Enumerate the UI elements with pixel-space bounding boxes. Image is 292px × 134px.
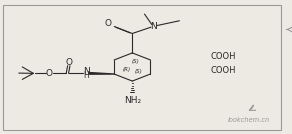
Text: lookchem.cn: lookchem.cn [227, 117, 270, 123]
Text: (S): (S) [132, 59, 140, 64]
Text: NH₂: NH₂ [124, 96, 141, 105]
Text: O: O [65, 58, 72, 67]
Text: N: N [83, 67, 90, 76]
Text: (S): (S) [135, 69, 142, 74]
Text: H: H [84, 71, 89, 80]
Text: COOH: COOH [211, 52, 236, 62]
Text: O: O [45, 69, 52, 78]
Text: O: O [105, 19, 112, 28]
Text: N: N [150, 22, 157, 31]
Polygon shape [89, 73, 114, 74]
Text: (R): (R) [123, 67, 131, 72]
Text: COOH: COOH [211, 66, 236, 75]
